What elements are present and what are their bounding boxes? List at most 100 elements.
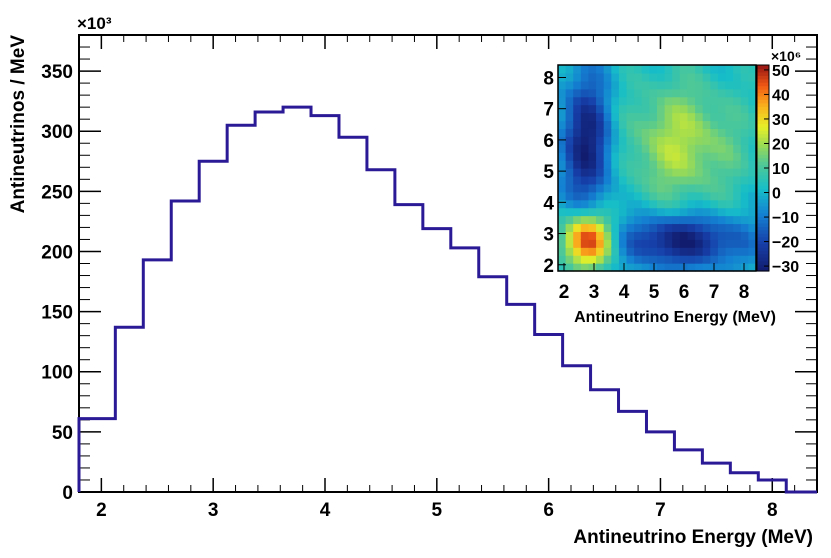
- heatmap-cell: [588, 175, 597, 185]
- heatmap-cell: [649, 223, 658, 232]
- heatmap-cell: [565, 223, 574, 232]
- heatmap-cell: [657, 120, 666, 129]
- heatmap-cell: [573, 175, 582, 185]
- heatmap-cell: [573, 207, 582, 217]
- heatmap-cell: [664, 183, 673, 193]
- heatmap-cell: [733, 183, 742, 193]
- heatmap-cell: [748, 191, 757, 201]
- heatmap-cell: [611, 255, 620, 264]
- heatmap-cell: [588, 239, 597, 248]
- heatmap-cell: [748, 168, 757, 177]
- heatmap-cell: [710, 231, 719, 240]
- heatmap-cell: [649, 247, 658, 256]
- colorbar-segment: [757, 150, 769, 155]
- colorbar-segment: [757, 123, 769, 128]
- heatmap-cell: [672, 144, 681, 153]
- heatmap-cell: [672, 239, 681, 248]
- heatmap-cell: [618, 120, 628, 129]
- heatmap-cell: [702, 168, 711, 177]
- heatmap-cell: [626, 136, 635, 145]
- heatmap-cell: [710, 80, 719, 90]
- heatmap-cell: [710, 136, 719, 145]
- heatmap-cell: [687, 255, 696, 264]
- heatmap-cell: [740, 263, 749, 272]
- colorbar-segment: [757, 75, 769, 80]
- heatmap-cell: [702, 96, 711, 106]
- heatmap-cell: [717, 199, 727, 209]
- heatmap-cell: [649, 136, 658, 145]
- heatmap-cell: [740, 168, 749, 177]
- heatmap-cell: [641, 239, 650, 248]
- heatmap-cell: [702, 255, 711, 264]
- y-tick-label: 250: [41, 182, 73, 203]
- heatmap-cell: [588, 191, 597, 201]
- colorbar-tick-label: 40: [772, 87, 790, 104]
- heatmap-cell: [596, 215, 605, 225]
- heatmap-cell: [573, 72, 582, 82]
- x-tick-label: 5: [432, 500, 443, 521]
- heatmap-cell: [603, 65, 612, 74]
- heatmap-cell: [725, 183, 734, 193]
- heatmap-cell: [611, 128, 620, 137]
- heatmap-cell: [733, 144, 742, 153]
- heatmap-cell: [603, 175, 612, 185]
- heatmap-cell: [748, 183, 757, 193]
- heatmap-cell: [634, 183, 643, 193]
- heatmap-cell: [679, 96, 689, 106]
- heatmap-cell: [717, 207, 727, 217]
- colorbar-segment: [757, 99, 769, 104]
- heatmap-cell: [695, 128, 704, 137]
- heatmap-cell: [657, 191, 666, 201]
- heatmap-cell: [596, 120, 605, 129]
- heatmap-cell: [588, 88, 597, 98]
- heatmap-cell: [626, 88, 635, 98]
- heatmap-cell: [702, 263, 711, 272]
- colorbar-segment: [757, 102, 769, 107]
- heatmap-cell: [733, 223, 742, 232]
- heatmap-cell: [695, 160, 704, 169]
- heatmap-cell: [748, 215, 757, 225]
- heatmap-cell: [679, 199, 689, 209]
- heatmap-cell: [687, 231, 696, 240]
- heatmap-cell: [710, 72, 719, 82]
- heatmap-cell: [603, 72, 612, 82]
- heatmap-cell: [664, 88, 673, 98]
- heatmap-cell: [565, 128, 574, 137]
- heatmap-cell: [717, 231, 727, 240]
- heatmap-cell: [679, 152, 689, 161]
- heatmap-cell: [618, 168, 628, 177]
- heatmap-cell: [695, 112, 704, 122]
- heatmap-cell: [596, 160, 605, 169]
- heatmap-cell: [573, 247, 582, 256]
- heatmap-cell: [634, 223, 643, 232]
- heatmap-cell: [710, 183, 719, 193]
- heatmap-cell: [634, 160, 643, 169]
- heatmap-cell: [611, 65, 620, 74]
- heatmap-cell: [687, 144, 696, 153]
- heatmap-cell: [657, 128, 666, 137]
- heatmap-cell: [618, 231, 628, 240]
- heatmap-cell: [733, 128, 742, 137]
- heatmap-cell: [565, 215, 574, 225]
- heatmap-cell: [565, 207, 574, 217]
- heatmap-cell: [580, 207, 590, 217]
- heatmap-cell: [679, 104, 689, 114]
- heatmap-cell: [717, 80, 727, 90]
- heatmap-cell: [626, 104, 635, 114]
- colorbar-tick-label: 50: [772, 63, 790, 80]
- colorbar-segment: [757, 85, 769, 90]
- heatmap-cell: [687, 239, 696, 248]
- heatmap-cell: [611, 160, 620, 169]
- heatmap-cell: [611, 136, 620, 145]
- heatmap-cell: [634, 207, 643, 217]
- heatmap-cell: [573, 255, 582, 264]
- heatmap-cell: [695, 136, 704, 145]
- heatmap-cell: [596, 144, 605, 153]
- heatmap-cell: [664, 247, 673, 256]
- colorbar-segment: [757, 78, 769, 83]
- main-x-axis-label: Antineutrino Energy (MeV): [573, 527, 813, 548]
- heatmap-cell: [588, 104, 597, 114]
- heatmap-cell: [649, 80, 658, 90]
- heatmap-cell: [725, 168, 734, 177]
